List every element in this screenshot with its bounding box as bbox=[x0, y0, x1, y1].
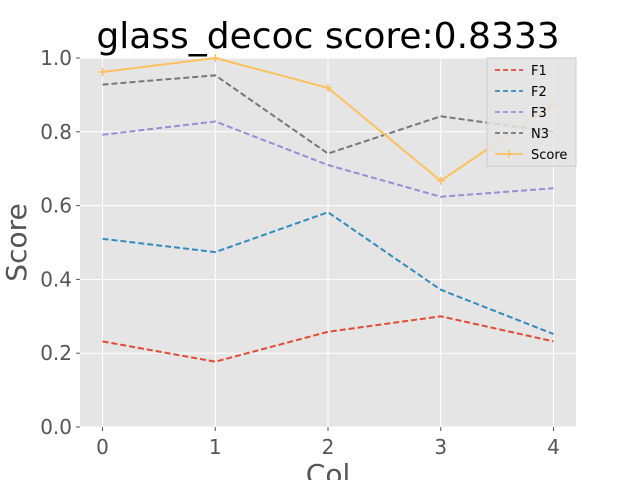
y-tick-label: 0.6 bbox=[40, 194, 72, 218]
x-tick-label: 2 bbox=[322, 435, 335, 459]
y-tick-label: 1.0 bbox=[40, 46, 72, 70]
legend-label: Score bbox=[531, 148, 567, 163]
legend-frame bbox=[486, 57, 577, 167]
series-line-n3 bbox=[102, 74, 554, 155]
x-tick-label: 4 bbox=[547, 435, 560, 459]
tick-labels: 0 1 2 3 4 0.0 0.2 0.4 0.6 0.8 1.0 bbox=[40, 46, 560, 459]
legend-label: F2 bbox=[531, 85, 547, 100]
series-line-f1 bbox=[102, 315, 554, 363]
series-line-f2 bbox=[102, 211, 554, 335]
data-point-score bbox=[436, 176, 445, 185]
series-group bbox=[98, 54, 558, 363]
y-tick-label: 0.2 bbox=[40, 341, 72, 365]
y-tick-label: 0.4 bbox=[40, 267, 72, 291]
x-tick-label: 0 bbox=[96, 435, 109, 459]
legend-entry-f3: F3 bbox=[495, 106, 547, 121]
legend-label: N3 bbox=[531, 127, 549, 142]
series-line-f3 bbox=[102, 120, 554, 198]
data-point-score bbox=[324, 83, 332, 92]
y-tick-label: 0.8 bbox=[40, 120, 72, 144]
y-tick-label: 0.0 bbox=[40, 415, 72, 439]
legend-entry-score: Score bbox=[495, 148, 567, 163]
data-point-score bbox=[98, 68, 107, 77]
y-axis-label: Score bbox=[0, 203, 33, 281]
legend-entry-f1: F1 bbox=[495, 64, 547, 79]
x-tick-label: 3 bbox=[434, 435, 447, 459]
legend-entry-f2: F2 bbox=[495, 85, 547, 100]
x-axis-label: Col bbox=[306, 458, 350, 480]
x-tick-label: 1 bbox=[209, 435, 222, 459]
legend-label: F1 bbox=[531, 64, 547, 79]
legend-label: F3 bbox=[531, 106, 547, 121]
data-point-score bbox=[211, 54, 220, 62]
legend-entry-n3: N3 bbox=[495, 127, 549, 142]
legend: F1 F2 F3 N3 Score bbox=[486, 57, 577, 167]
chart-title: glass_decoc score:0.8333 bbox=[96, 16, 559, 57]
